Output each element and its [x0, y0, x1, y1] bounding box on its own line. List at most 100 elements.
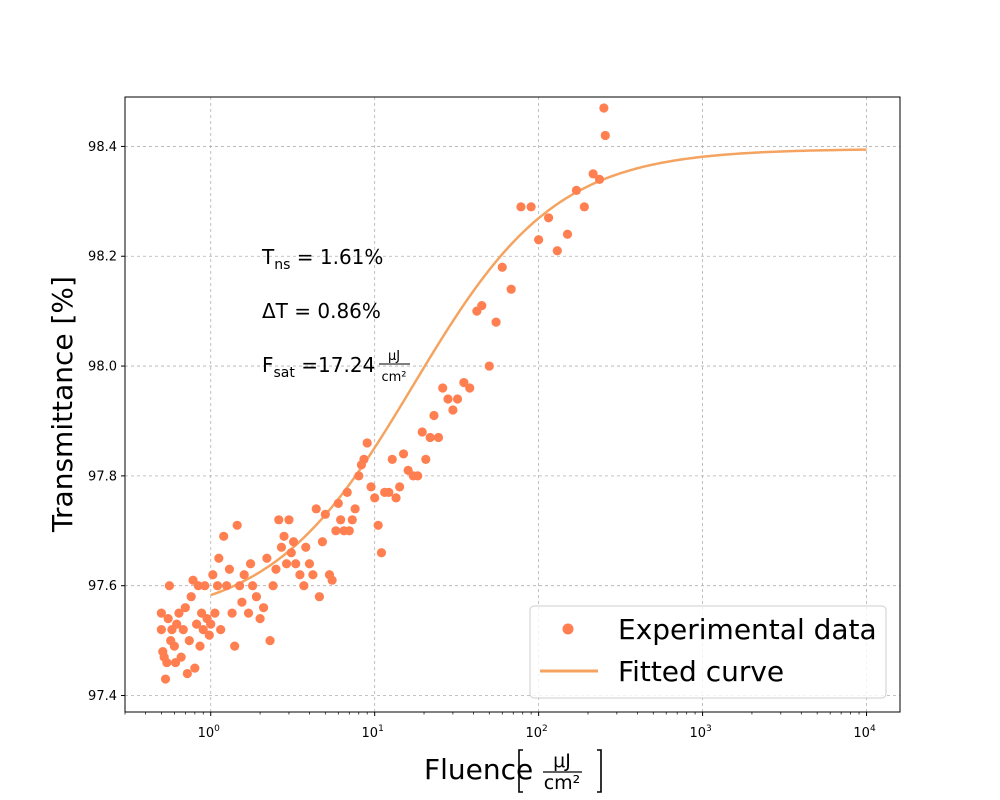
data-point	[182, 668, 192, 679]
data-point	[562, 229, 573, 239]
data-point	[433, 432, 444, 443]
data-point	[184, 636, 194, 646]
data-point	[594, 174, 605, 184]
data-point	[333, 498, 343, 508]
data-point	[534, 235, 544, 245]
delta-t-text: ΔT = 0.86%	[262, 299, 381, 323]
data-point	[311, 504, 321, 514]
data-point	[276, 542, 287, 552]
data-point	[571, 185, 582, 195]
data-point	[162, 657, 172, 668]
data-point	[262, 553, 272, 563]
fitted-curve-layer	[210, 148, 867, 597]
data-point	[543, 213, 554, 223]
data-point	[301, 542, 311, 552]
data-point	[204, 630, 214, 640]
data-point	[239, 570, 249, 580]
annotation-tns: Tns = 1.61%	[261, 245, 383, 273]
x-axis-unit-denominator: cm²	[544, 772, 581, 794]
x-tick-label: 100	[198, 724, 221, 741]
y-tick-label: 97.8	[88, 469, 117, 484]
data-point	[425, 432, 435, 443]
data-point	[178, 625, 188, 635]
x-axis-label-left-bracket	[518, 749, 523, 793]
legend-label-experimental: Experimental data	[618, 613, 877, 646]
data-point	[465, 383, 475, 393]
y-tick-label: 97.4	[88, 689, 117, 704]
data-point	[284, 515, 294, 525]
data-point	[304, 559, 315, 569]
data-point	[491, 317, 501, 327]
data-point	[477, 301, 487, 311]
data-point	[552, 246, 562, 256]
x-axis-unit-numerator: μJ	[553, 750, 571, 772]
data-point	[195, 641, 205, 651]
data-point	[370, 493, 380, 503]
data-point	[190, 663, 200, 673]
data-point	[347, 515, 357, 525]
data-point	[391, 493, 401, 503]
data-point	[317, 537, 328, 547]
data-point	[331, 526, 341, 536]
data-point	[484, 361, 494, 371]
data-point	[198, 625, 208, 635]
data-point	[265, 636, 275, 646]
experimental-points-layer	[156, 103, 610, 684]
data-point	[320, 509, 330, 519]
data-point	[342, 487, 352, 497]
fitted-curve-line	[210, 148, 867, 597]
data-point	[210, 608, 220, 618]
data-point	[417, 427, 427, 437]
data-point	[344, 526, 354, 536]
data-point	[600, 130, 610, 141]
data-point	[268, 581, 278, 591]
y-tick-label: 98.2	[88, 250, 117, 265]
data-point	[288, 537, 299, 547]
data-point	[224, 564, 235, 574]
y-tick-label: 97.6	[88, 579, 117, 594]
data-point	[212, 581, 223, 591]
data-point	[156, 625, 166, 635]
data-point	[176, 652, 186, 662]
data-point	[192, 619, 202, 629]
data-point	[216, 625, 226, 635]
legend-marker-experimental	[562, 623, 574, 635]
fsat-unit-denominator: cm²	[381, 370, 406, 385]
data-point	[506, 284, 516, 294]
data-point	[438, 383, 448, 393]
data-point	[237, 597, 247, 607]
data-point	[163, 614, 173, 624]
data-point	[599, 103, 609, 113]
data-point	[222, 581, 232, 591]
data-point	[156, 608, 166, 618]
data-point	[169, 641, 179, 651]
x-tick-label: 103	[689, 724, 711, 741]
data-point	[336, 515, 346, 525]
fsat-symbol: F	[262, 353, 274, 377]
data-point	[245, 559, 256, 569]
data-point	[327, 575, 337, 585]
data-point	[384, 487, 394, 497]
data-point	[227, 608, 237, 618]
fsat-value: =17.24	[295, 353, 375, 377]
svg-text:Tns = 1.61%: Tns = 1.61%	[261, 245, 383, 273]
data-point	[172, 619, 182, 629]
data-point	[398, 449, 409, 459]
data-point	[387, 454, 397, 465]
data-point	[443, 394, 453, 404]
tns-value: = 1.61%	[290, 245, 383, 269]
x-axis-ticks: 100 101 102 103 104	[124, 712, 876, 741]
data-point	[516, 202, 526, 212]
data-point	[281, 559, 292, 569]
x-tick-label: 104	[853, 724, 876, 741]
data-point	[452, 394, 463, 404]
data-point	[206, 619, 216, 629]
data-point	[274, 515, 284, 525]
y-tick-label: 98.0	[88, 360, 117, 375]
legend-label-fitted: Fitted curve	[618, 655, 784, 688]
data-point	[497, 262, 507, 272]
data-point	[526, 202, 536, 212]
fsat-unit-numerator: μJ	[388, 349, 400, 364]
data-point	[448, 405, 458, 415]
